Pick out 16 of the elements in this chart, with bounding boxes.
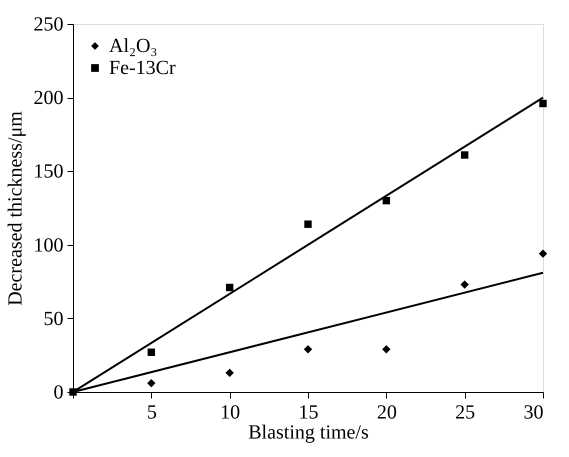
y-tick-label: 0 — [54, 382, 64, 404]
x-tick-label: 10 — [220, 402, 240, 424]
legend-label: Al₂O₃ — [109, 35, 158, 57]
x-tick-label: 5 — [146, 402, 157, 424]
legend-label: Fe-13Cr — [109, 57, 176, 79]
x-tick-label: 20 — [376, 402, 397, 424]
y-tick-label: 250 — [34, 14, 64, 36]
x-axis-title: Blasting time/s — [248, 422, 369, 444]
y-tick-label: 50 — [44, 308, 64, 330]
y-tick-label: 100 — [34, 234, 64, 256]
y-tick-label: 150 — [34, 160, 64, 183]
x-tick-label: 25 — [455, 402, 476, 424]
x-tick-label: 15 — [298, 402, 318, 424]
y-axis-title: Decreased thickness/μm — [4, 110, 26, 306]
x-tick-label: 30 — [524, 402, 544, 424]
y-tick-label: 200 — [34, 87, 64, 110]
